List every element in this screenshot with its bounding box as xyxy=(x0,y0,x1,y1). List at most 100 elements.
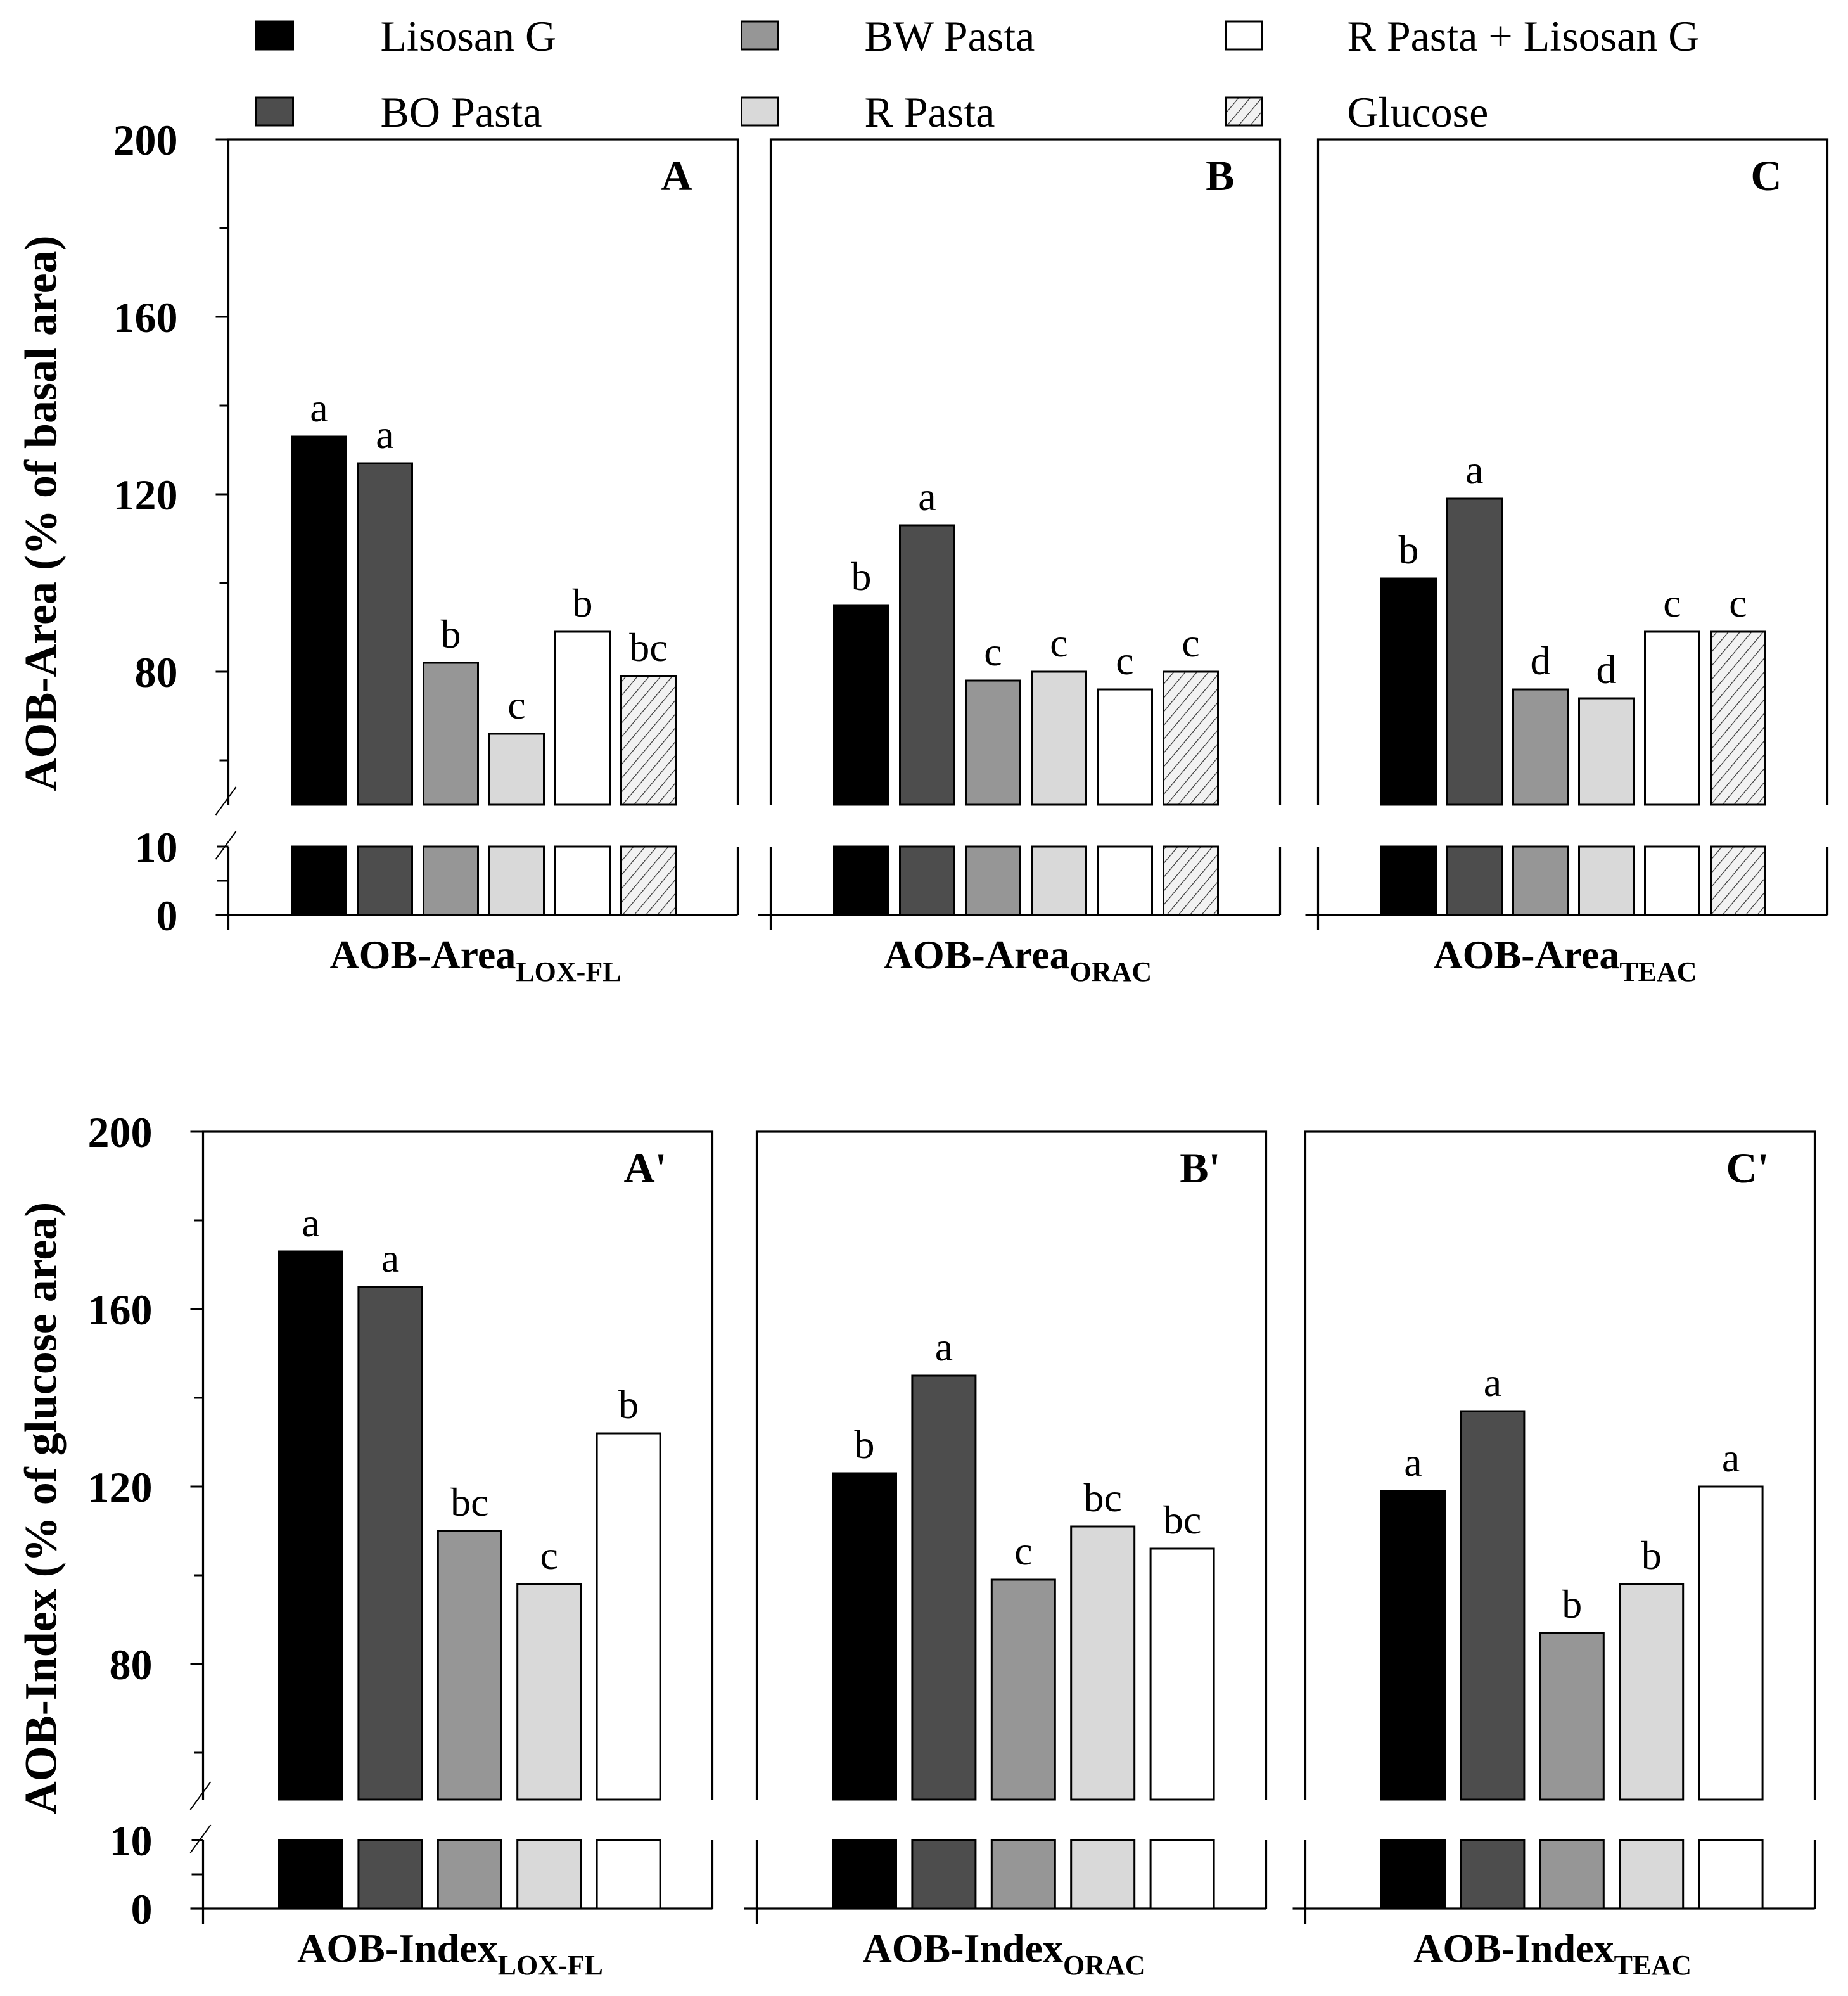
significance-letter: c xyxy=(984,629,1002,674)
significance-letter: c xyxy=(1729,580,1747,625)
axis-break-mark xyxy=(189,1781,212,1810)
bar-lower-r-pasta-lisosan-g xyxy=(554,845,611,916)
significance-letter: c xyxy=(1663,580,1681,625)
bar-lower-lisosan-g xyxy=(1380,845,1437,916)
bar-lower-glucose xyxy=(620,845,677,916)
bar-lower-r-pasta-lisosan-g xyxy=(596,1839,661,1910)
bar-lower-glucose xyxy=(1710,845,1766,916)
x-axis-title-main: AOB-Index xyxy=(297,1926,498,1971)
x-axis-title: AOB-IndexORAC xyxy=(862,1926,1145,1981)
bar-bw-pasta xyxy=(990,1578,1056,1801)
legend-label: R Pasta + Lisosan G xyxy=(1348,12,1700,60)
bar-glucose xyxy=(1710,630,1766,806)
significance-letter: c xyxy=(1182,620,1199,665)
significance-letter: b xyxy=(1562,1582,1582,1627)
axis-break-mark xyxy=(189,1824,212,1853)
bar-bw-pasta xyxy=(1512,688,1569,806)
y-tick-label: 80 xyxy=(110,1641,153,1689)
bar-r-pasta-lisosan-g xyxy=(1698,1485,1764,1801)
bar-lower-bw-pasta xyxy=(1512,845,1569,916)
panel-label: A' xyxy=(624,1144,667,1192)
bar-lower-r-pasta-lisosan-g xyxy=(1149,1839,1215,1910)
significance-letter: b xyxy=(573,580,593,625)
legend-label: Glucose xyxy=(1348,88,1489,136)
y-axis-title: AOB-Index (% of glucose area) xyxy=(16,1202,67,1815)
legend-swatch-1 xyxy=(255,96,294,127)
x-axis-title-subscript: ORAC xyxy=(1063,1950,1145,1981)
bar-r-pasta xyxy=(1619,1583,1685,1801)
chart-row-0: AOB-Area (% of basal area) 200 160 120 80 10 0… xyxy=(16,116,1829,987)
x-axis-title: AOB-IndexTEAC xyxy=(1413,1926,1692,1981)
bar-bw-pasta xyxy=(437,1530,502,1801)
panel-label: C' xyxy=(1726,1144,1769,1192)
panel-label: A xyxy=(661,151,692,200)
panel-frame xyxy=(201,1130,714,1800)
bar-bo-pasta xyxy=(357,1286,423,1801)
x-axis-title-main: AOB-Index xyxy=(1413,1926,1614,1971)
legend-label: BW Pasta xyxy=(865,12,1035,60)
x-axis-title-main: AOB-Index xyxy=(862,1926,1063,1971)
bar-lower-bo-pasta xyxy=(357,1839,423,1910)
bar-lisosan-g xyxy=(1380,577,1437,806)
x-axis-title: AOB-IndexLOX-FL xyxy=(297,1926,603,1981)
bar-lower-r-pasta-lisosan-g xyxy=(1644,845,1700,916)
significance-letter: a xyxy=(935,1324,953,1369)
bar-lower-r-pasta xyxy=(488,845,545,916)
y-tick-label: 10 xyxy=(110,1817,153,1865)
legend-label: R Pasta xyxy=(865,88,995,136)
significance-letter: a xyxy=(1484,1360,1501,1405)
bar-r-pasta-lisosan-g xyxy=(1644,630,1700,806)
significance-letter: b xyxy=(1641,1533,1662,1578)
y-tick-label: 10 xyxy=(135,823,178,871)
bar-r-pasta xyxy=(488,733,545,806)
panel-C: Cb a d d c c AOB-AreaTEAC xyxy=(1305,138,1829,987)
bar-lower-r-pasta xyxy=(1619,1839,1685,1910)
bar-bo-pasta xyxy=(1446,497,1503,806)
bar-bo-pasta xyxy=(357,462,413,806)
panel-label: B xyxy=(1206,151,1234,200)
y-tick-label: 160 xyxy=(88,1286,153,1334)
bar-lower-r-pasta xyxy=(516,1839,582,1910)
significance-letter: a xyxy=(1722,1435,1740,1480)
legend-swatch-0 xyxy=(255,20,294,51)
significance-letter: c xyxy=(1014,1528,1032,1573)
bar-r-pasta xyxy=(1070,1525,1136,1801)
bar-lower-lisosan-g xyxy=(291,845,347,916)
bar-lower-lisosan-g xyxy=(278,1839,343,1910)
x-axis-title: AOB-AreaLOX-FL xyxy=(329,932,621,987)
panel-frame xyxy=(769,138,1282,805)
bar-lower-r-pasta xyxy=(1578,845,1635,916)
bar-r-pasta-lisosan-g xyxy=(554,630,611,806)
bar-lower-bo-pasta xyxy=(357,845,413,916)
bar-lower-bw-pasta xyxy=(1539,1839,1605,1910)
significance-letter: b xyxy=(851,554,872,599)
panel-frame xyxy=(227,138,739,805)
bar-lisosan-g xyxy=(1380,1490,1446,1801)
bar-lower-r-pasta-lisosan-g xyxy=(1698,1839,1764,1910)
significance-letter: a xyxy=(376,412,393,457)
panel-A': A' a a bc c b AOB-IndexLOX-FL xyxy=(190,1130,714,1981)
bar-glucose xyxy=(1163,670,1219,806)
significance-letter: c xyxy=(540,1533,558,1578)
bar-lisosan-g xyxy=(278,1250,343,1801)
y-tick-label: 0 xyxy=(156,892,178,940)
legend-swatch-5 xyxy=(1225,96,1263,127)
legend-label: BO Pasta xyxy=(381,88,542,136)
bar-r-pasta-lisosan-g xyxy=(1149,1547,1215,1801)
panel-frame xyxy=(1304,1130,1816,1800)
bar-lower-glucose xyxy=(1163,845,1219,916)
significance-letter: b xyxy=(855,1422,875,1467)
bar-lower-bo-pasta xyxy=(1460,1839,1526,1910)
bar-lower-lisosan-g xyxy=(833,845,889,916)
bar-bw-pasta xyxy=(1539,1632,1605,1801)
significance-letter: bc xyxy=(629,625,667,670)
significance-letter: bc xyxy=(1083,1475,1121,1520)
legend: Lisosan G BO Pasta BW Pasta R Pasta R Pasta … xyxy=(255,12,1700,136)
x-axis-title-subscript: ORAC xyxy=(1070,956,1152,987)
bar-lower-r-pasta xyxy=(1070,1839,1136,1910)
x-axis-title-main: AOB-Area xyxy=(884,932,1070,977)
bar-lower-lisosan-g xyxy=(832,1839,897,1910)
bar-r-pasta xyxy=(516,1583,582,1801)
y-axis-title: AOB-Area (% of basal area) xyxy=(16,235,67,791)
